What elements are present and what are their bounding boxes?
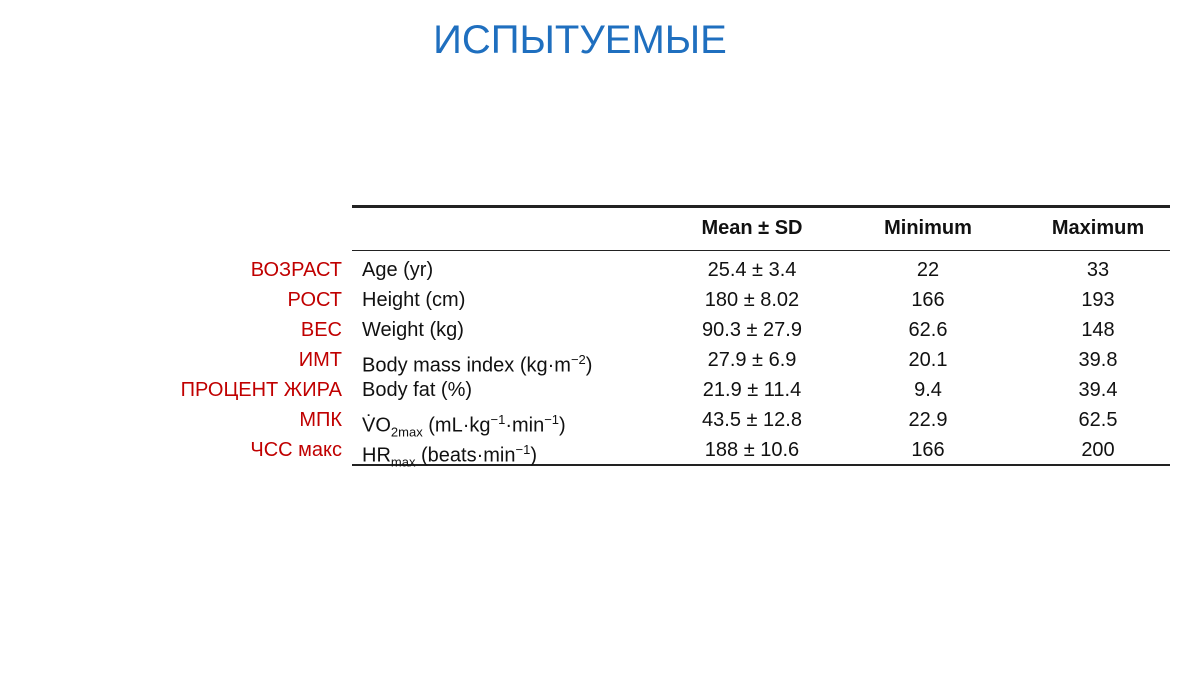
variable-part: ) (559, 414, 566, 437)
row-label: ВОЗРАСТ (250, 259, 342, 281)
cell-value: 188 ± 10.6 (704, 439, 800, 461)
variable-part: ) (585, 354, 593, 377)
variable-part: −1 (515, 442, 531, 457)
variable-part: (beats·min (415, 444, 516, 467)
cell-value: 39.8 (1078, 349, 1118, 371)
variable-name: Height (cm) (362, 288, 465, 312)
variable-part: −2 (570, 352, 586, 367)
cell-value: 20.1 (908, 349, 948, 371)
cell-value: 62.6 (908, 319, 948, 341)
cell-value: 43.5 ± 12.8 (702, 409, 802, 431)
cell-value: 166 (911, 289, 945, 311)
variable-name: V̇O2max (mL·kg−1·min−1) (362, 408, 566, 445)
variable-part: −1 (544, 412, 560, 427)
row-label: РОСТ (287, 289, 342, 311)
row-label: МПК (299, 409, 342, 431)
cell-value: 200 (1081, 439, 1115, 461)
header-rule (352, 250, 1170, 251)
row-label: ИМТ (298, 349, 342, 371)
cell-value: 33 (1086, 259, 1110, 281)
cell-value: 21.9 ± 11.4 (702, 379, 802, 401)
column-header: Mean ± SD (701, 217, 803, 239)
cell-value: 22.9 (908, 409, 948, 431)
variable-part: −1 (490, 412, 506, 427)
variable-part: HR (362, 444, 391, 467)
cell-value: 39.4 (1078, 379, 1118, 401)
slide-title: ИСПЫТУЕМЫЕ (433, 18, 727, 62)
row-label: ВЕС (300, 319, 342, 341)
cell-value: 22 (916, 259, 940, 281)
variable-part: Height (cm) (362, 289, 466, 311)
variable-part: max (390, 454, 416, 470)
cell-value: 25.4 ± 3.4 (707, 259, 797, 281)
cell-value: 27.9 ± 6.9 (707, 349, 797, 371)
column-header: Maximum (1051, 217, 1145, 239)
column-header: Minimum (884, 217, 972, 239)
variable-part: (mL·kg (422, 414, 491, 437)
cell-value: 9.4 (914, 379, 942, 401)
variable-part: V̇O (362, 414, 391, 437)
variable-name: HRmax (beats·min−1) (362, 438, 537, 475)
variable-name: Age (yr) (362, 258, 433, 282)
variable-part: Weight (kg) (362, 319, 464, 341)
variable-part: 2max (390, 424, 423, 440)
cell-value: 180 ± 8.02 (704, 289, 800, 311)
variable-part: Age (yr) (362, 259, 434, 281)
cell-value: 193 (1081, 289, 1115, 311)
row-label: ПРОЦЕНТ ЖИРА (180, 379, 342, 401)
table-top-rule (352, 205, 1170, 208)
cell-value: 90.3 ± 27.9 (702, 319, 802, 341)
table-bottom-rule (352, 464, 1170, 466)
variable-part: ) (530, 444, 537, 467)
variable-part: Body fat (%) (362, 379, 473, 401)
variable-part: Body mass index (kg·m (362, 354, 571, 377)
variable-name: Body mass index (kg·m−2) (362, 348, 592, 378)
cell-value: 166 (911, 439, 945, 461)
row-label: ЧСС макс (250, 439, 342, 461)
cell-value: 148 (1081, 319, 1115, 341)
variable-name: Weight (kg) (362, 318, 464, 342)
cell-value: 62.5 (1078, 409, 1118, 431)
variable-name: Body fat (%) (362, 378, 472, 402)
variable-part: ·min (505, 414, 545, 437)
